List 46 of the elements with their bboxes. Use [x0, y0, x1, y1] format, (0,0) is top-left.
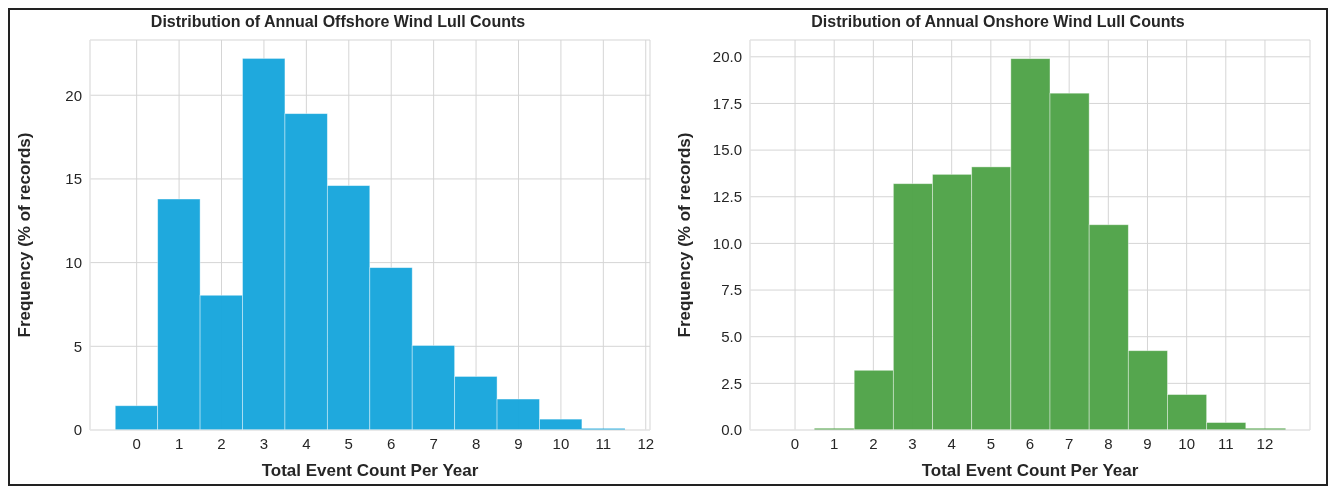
x-axis-title: Total Event Count Per Year — [261, 461, 479, 480]
x-tick-label: 8 — [471, 434, 481, 452]
y-tick-label: 15.0 — [712, 141, 742, 159]
y-tick-label: 10 — [65, 253, 82, 271]
x-axis-title: Total Event Count Per Year — [921, 461, 1139, 480]
x-tick-label: 12 — [1256, 434, 1274, 452]
x-tick-label: 11 — [595, 434, 612, 452]
y-tick-label: 0 — [73, 421, 82, 439]
x-tick-label: 9 — [1143, 434, 1152, 452]
x-tick-label: 5 — [344, 434, 353, 452]
x-tick-label: 10 — [1178, 434, 1195, 452]
y-tick-label: 15 — [65, 170, 82, 188]
x-tick-label: 12 — [637, 434, 655, 452]
y-tick-label: 0.0 — [721, 421, 742, 439]
x-tick-label: 7 — [1064, 434, 1074, 452]
x-tick-label: 1 — [174, 434, 184, 452]
y-tick-label: 5 — [73, 337, 82, 355]
y-tick-label: 2.5 — [721, 374, 742, 392]
y-tick-label: 17.5 — [712, 94, 742, 112]
x-tick-label: 1 — [830, 434, 839, 452]
x-tick-label: 4 — [947, 434, 956, 452]
y-tick-label: 10.0 — [712, 234, 742, 252]
y-tick-label: 12.5 — [712, 188, 742, 206]
x-tick-label: 2 — [869, 434, 878, 452]
x-tick-label: 7 — [429, 434, 438, 452]
x-tick-label: 0 — [790, 434, 800, 452]
x-tick-label: 0 — [132, 434, 141, 452]
chart-title: Distribution of Annual Offshore Wind Lull Counts — [149, 12, 527, 32]
x-tick-label: 4 — [302, 434, 311, 452]
x-tick-label: 3 — [908, 434, 917, 452]
x-tick-label: 11 — [1218, 434, 1234, 452]
x-tick-label: 8 — [1104, 434, 1113, 452]
y-axis-title: Frequency (% of records) — [15, 132, 35, 338]
x-tick-label: 6 — [387, 434, 396, 452]
x-tick-label: 3 — [259, 434, 269, 452]
x-tick-label: 2 — [217, 434, 226, 452]
y-tick-label: 7.5 — [721, 281, 742, 299]
y-tick-label: 5.0 — [721, 328, 742, 346]
x-tick-label: 9 — [514, 434, 523, 452]
y-axis-title: Frequency (% of records) — [675, 132, 695, 338]
x-tick-label: 5 — [986, 434, 996, 452]
y-tick-label: 20.0 — [712, 48, 742, 66]
y-tick-label: 20 — [65, 86, 82, 104]
chart-title: Distribution of Annual Onshore Wind Lull Counts — [810, 12, 1186, 32]
x-tick-label: 10 — [552, 434, 570, 452]
x-tick-label: 6 — [1025, 434, 1035, 452]
